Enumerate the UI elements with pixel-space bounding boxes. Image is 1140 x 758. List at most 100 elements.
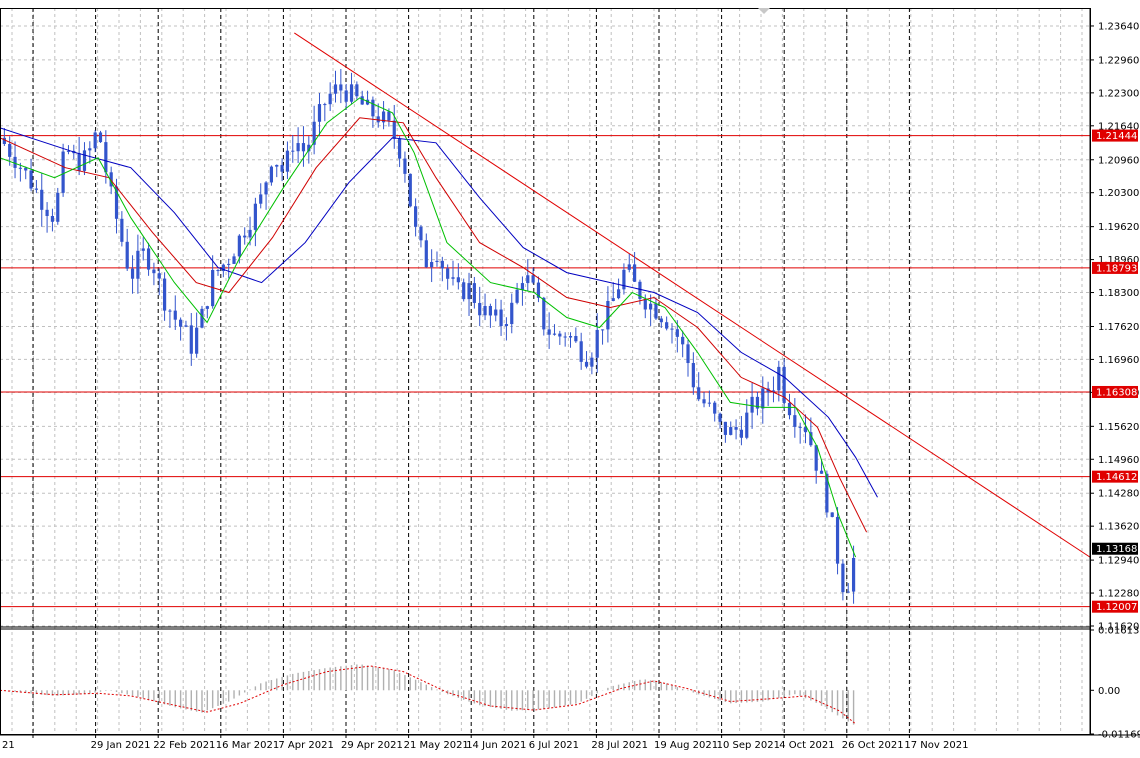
candle-body (77, 153, 81, 171)
level-price-tag-label: 1.21444 (1096, 131, 1137, 142)
candle-body (168, 310, 172, 312)
candle-body (93, 132, 97, 149)
candle-body (253, 203, 257, 230)
candle-body (462, 282, 466, 300)
y-tick-label: 1.18960 (1098, 255, 1139, 266)
candle-body (835, 516, 840, 564)
candle-body (478, 302, 482, 316)
candle-body (563, 336, 567, 338)
x-tick-label: 26 Oct 2021 (842, 740, 904, 751)
y-tick-label: 1.14960 (1098, 455, 1139, 466)
candle-body (376, 116, 380, 123)
x-tick-label: 17 Nov 2021 (904, 740, 968, 751)
y-tick-label: 1.11620 (1098, 622, 1139, 633)
candle-body (82, 150, 87, 171)
candle-body (317, 104, 322, 122)
candle-body (269, 166, 274, 183)
candle-body (173, 310, 177, 320)
candle-body (809, 432, 813, 446)
y-tick-label: 1.12280 (1098, 589, 1139, 600)
candle-body (451, 277, 455, 279)
candle-body (467, 283, 471, 300)
candle-body (718, 413, 722, 422)
candle-body (387, 111, 391, 121)
level-price-tag-label: 1.18793 (1096, 263, 1137, 274)
candle-body (488, 305, 492, 316)
x-tick-label: 14 Jun 2021 (466, 740, 526, 751)
y-tick-label: 1.20960 (1098, 155, 1139, 166)
candle-body (638, 281, 642, 299)
candle-body (291, 150, 295, 152)
candle-body (136, 250, 140, 279)
grid-layer (0, 8, 1090, 734)
candle-body (360, 96, 364, 105)
candle-body (734, 427, 738, 430)
candle-body (200, 308, 204, 328)
level-price-tag-label: 1.12007 (1096, 602, 1137, 613)
candle-body (232, 256, 236, 264)
candle-body (622, 269, 626, 290)
candle-body (472, 283, 476, 303)
candle-body (328, 93, 332, 105)
candle-body (446, 268, 450, 279)
candle-body (568, 336, 573, 338)
candle-body (558, 333, 562, 337)
candle-body (45, 209, 49, 216)
candle-body (803, 427, 808, 433)
candle-body (670, 328, 674, 330)
candle-body (750, 396, 754, 413)
candle-body (440, 260, 444, 269)
candle-body (307, 144, 311, 152)
level-price-tag (1092, 470, 1138, 483)
candle-body (13, 156, 17, 168)
candle-body (125, 241, 129, 269)
candle-body (301, 143, 306, 152)
candle-body (729, 427, 733, 435)
candle-body (397, 138, 402, 159)
candle-body (499, 309, 503, 327)
candle-body (40, 189, 44, 210)
candle-body (616, 289, 621, 299)
candle-body (18, 167, 22, 169)
candle-body (130, 268, 135, 279)
x-tick-label: 4 Oct 2021 (779, 740, 834, 751)
candle-body (104, 142, 108, 173)
current-price-tag (1092, 542, 1138, 555)
candle-body (56, 192, 60, 222)
candle-body (739, 429, 744, 438)
candle-body (344, 90, 348, 102)
y-tick-label: 1.18300 (1098, 288, 1139, 299)
candle-body (830, 512, 834, 517)
candle-body (627, 264, 631, 270)
candle-body (531, 275, 535, 283)
candle-body (88, 148, 92, 151)
candle-body (723, 421, 727, 435)
x-tick-label: 21 May 2021 (404, 740, 469, 751)
level-price-tag-label: 1.14612 (1096, 472, 1137, 483)
y-tick-label: 1.16960 (1098, 355, 1139, 366)
candle-body (510, 302, 514, 325)
candle-body (221, 264, 225, 272)
axis-layer: 1.23640 1.22960 1.22300 1.21640 1.20960 1.203… (0, 8, 1140, 751)
candle-body (184, 325, 188, 327)
candle-body (745, 412, 749, 438)
candle-body (606, 300, 610, 330)
y-tick-label: 1.22960 (1098, 55, 1139, 66)
candle-body (686, 344, 690, 364)
candle-body (162, 278, 167, 311)
x-tick-label: 22 Feb 2021 (153, 740, 215, 751)
candle-body (98, 132, 103, 143)
candle-body (264, 182, 268, 195)
candle-body (632, 264, 637, 282)
candle-body (611, 298, 615, 301)
y-tick-label: 1.14280 (1098, 489, 1139, 500)
candle-body (643, 298, 647, 310)
candle-body (195, 327, 199, 354)
candle-body (296, 143, 300, 152)
osc-layer (0, 664, 856, 725)
x-tick-label: 29 Apr 2021 (341, 740, 403, 751)
candle-body (50, 215, 55, 222)
candle-body (371, 99, 375, 117)
x-tick-label: 7 Apr 2021 (278, 740, 333, 751)
